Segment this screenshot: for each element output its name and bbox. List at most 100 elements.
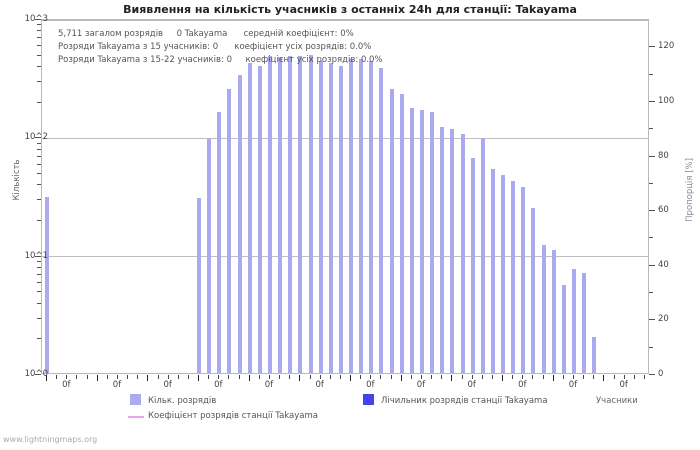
x-tick-minor [319,375,321,379]
bar [592,337,597,373]
x-tick-major [451,375,453,381]
bar [308,54,313,373]
y-tick-minor-left [37,101,41,103]
y-tick-right [649,155,655,157]
y-tick-label-right: 20 [658,314,669,325]
x-tick-major [248,375,250,381]
x-tick-minor [623,375,625,379]
y-tick-minor-right [649,182,653,184]
x-tick-minor [573,375,574,379]
x-tick-label: 0f [568,380,578,390]
bar [470,158,475,373]
bar [501,175,506,373]
bar [561,285,566,373]
y-tick-minor-left [37,66,41,68]
y-tick-minor-left [37,267,41,269]
y-tick-right [649,100,655,102]
footer-url: www.lightningmaps.org [3,435,98,444]
x-tick-minor [512,375,514,379]
y-tick-label-left: 10^0 [24,369,48,379]
x-tick-minor [481,375,483,379]
y-tick-label-right: 80 [658,150,669,161]
x-tick-minor [289,375,291,379]
plot-area [41,19,649,374]
bar [440,126,445,373]
y-tick-minor-right [649,237,653,239]
y-tick-label-left: 10^3 [24,14,48,24]
x-tick-minor [339,375,341,379]
bar [379,67,384,373]
x-tick-minor [542,375,544,379]
legend-swatch-station-counter [363,394,374,405]
x-tick-minor [76,375,78,379]
annotation-line-1: 5,711 загалом розрядів 0 Takayama середн… [58,29,354,39]
bar [541,245,546,373]
x-tick-minor [137,375,139,379]
x-tick-minor [593,375,595,379]
y-tick-left [35,19,41,20]
x-tick-minor [208,375,210,379]
bar [420,109,424,373]
legend-label-ratio-line: Коефіцієнт розрядів станції Takayama [148,411,318,421]
y-tick-minor-left [37,281,41,283]
bar [460,133,465,373]
y-tick-minor-left [37,142,41,144]
y-tick-minor-left [37,80,41,82]
y-tick-right [649,46,655,48]
x-tick-minor [56,375,58,379]
x-tick-major [350,375,352,381]
legend-swatch-ratio-line [128,416,144,418]
y-tick-right [649,319,655,321]
y-tick-label-right: 120 [658,41,675,52]
y-tick-minor-left [37,163,41,165]
chart-title: Виявлення на кількість учасників з остан… [123,3,577,16]
x-tick-minor [329,375,331,379]
y-tick-label-left: 10^2 [24,132,48,143]
x-tick-label: 0f [416,380,426,390]
y-tick-minor-left [37,273,41,275]
bar [531,207,536,373]
bar [399,93,404,373]
x-tick-label: 0f [112,380,122,390]
bar [551,249,556,373]
x-tick-minor [228,375,230,379]
x-tick-major [603,375,605,381]
legend-swatch-counts [130,394,141,405]
bar [268,55,272,373]
x-tick-minor [86,375,88,379]
y-tick-left [35,374,41,375]
x-tick-minor [471,375,473,379]
y-tick-minor-left [37,37,41,39]
bar [582,273,587,373]
x-tick-minor [238,375,240,379]
x-tick-label: 0f [62,380,71,390]
legend-label-counts: Кільк. розрядів [148,396,217,406]
bar [288,55,293,373]
annotation-line-3: Розряди Takayama з 15-22 учасників: 0 ко… [58,55,383,65]
bar [389,89,394,373]
y-tick-minor-left [37,302,41,304]
x-tick-minor [583,375,585,379]
y-tick-label-right: 100 [658,95,675,106]
y-tick-minor-right [649,346,653,348]
y-tick-minor-left [37,172,41,174]
bar [430,112,435,373]
bar [328,62,333,373]
gridline-1e3 [42,20,648,21]
bar [257,66,262,373]
y-tick-minor-left [37,54,41,56]
bar [480,137,485,373]
y-tick-minor-left [37,338,41,340]
y-tick-minor-right [649,73,653,75]
bar [349,59,354,373]
bar [217,112,222,373]
x-tick-label: 0f [264,380,274,390]
x-tick-label: 0f [467,380,476,390]
y-tick-left [35,137,41,139]
x-tick-minor [279,375,281,379]
x-tick-minor [522,375,524,379]
x-tick-minor [410,375,412,379]
bar [369,61,374,373]
x-tick-minor [390,375,392,379]
